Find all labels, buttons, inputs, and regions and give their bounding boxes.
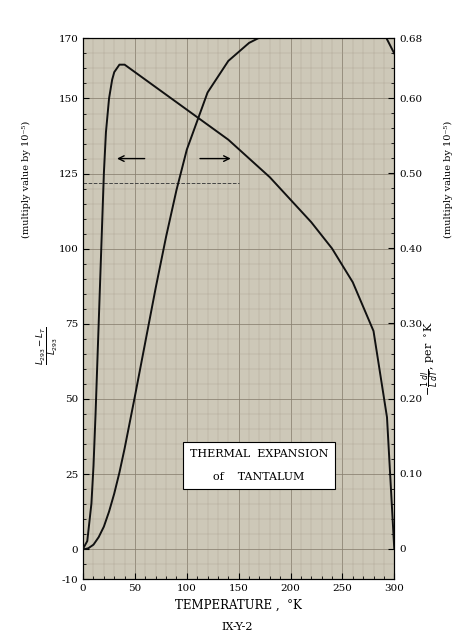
Text: $\frac{L_{293}-L_T}{L_{293}}$: $\frac{L_{293}-L_T}{L_{293}}$ (35, 326, 60, 365)
Text: IX-Y-2: IX-Y-2 (222, 621, 253, 632)
Text: (multiply value by 10⁻⁵): (multiply value by 10⁻⁵) (21, 120, 31, 238)
X-axis label: TEMPERATURE ,  °K: TEMPERATURE , °K (175, 598, 302, 612)
Text: $-\frac{1}{L}\frac{dl}{dT}$, per $^\circ$K: $-\frac{1}{L}\frac{dl}{dT}$, per $^\circ… (419, 321, 441, 396)
Text: (multiply value by 10⁻⁵): (multiply value by 10⁻⁵) (444, 120, 454, 238)
Text: THERMAL  EXPANSION

of    TANTALUM: THERMAL EXPANSION of TANTALUM (190, 449, 328, 482)
